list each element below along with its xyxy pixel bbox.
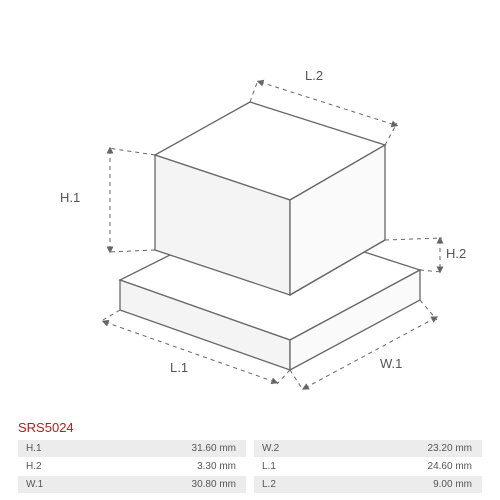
dim-label-h1: H.1: [60, 190, 80, 205]
spec-col-right: W.2 23.20 mm L.1 24.60 mm L.2 9.00 mm: [254, 440, 482, 494]
dim-h1-ext2: [108, 250, 155, 252]
spec-value: 23.20 mm: [302, 443, 482, 454]
diagram-area: L.2 H.1 H.2 W.1 L.1: [40, 20, 460, 400]
spec-row: L.2 9.00 mm: [254, 476, 482, 493]
spec-label: L.1: [254, 461, 302, 472]
spec-col-left: H.1 31.60 mm H.2 3.30 mm W.1 30.80 mm: [18, 440, 246, 494]
dim-l1-ext1: [103, 310, 120, 320]
spec-value: 31.60 mm: [66, 443, 246, 454]
dim-w1-ext2: [420, 300, 437, 320]
spec-label: W.2: [254, 443, 302, 454]
dim-l1-ext2: [277, 370, 290, 384]
dim-label-l1: L.1: [170, 360, 188, 375]
spec-value: 24.60 mm: [302, 461, 482, 472]
spec-value: 9.00 mm: [302, 479, 482, 490]
spec-row: W.2 23.20 mm: [254, 440, 482, 457]
spec-value: 30.80 mm: [66, 479, 246, 490]
spec-label: L.2: [254, 479, 302, 490]
dim-l2-ext1: [250, 80, 258, 102]
spec-row: H.1 31.60 mm: [18, 440, 246, 457]
spec-row: L.1 24.60 mm: [254, 458, 482, 475]
isometric-drawing: [40, 20, 460, 400]
spec-row: W.1 30.80 mm: [18, 476, 246, 493]
dim-label-w1: W.1: [380, 356, 402, 371]
part-code: SRS5024: [18, 420, 74, 435]
spec-row: H.2 3.30 mm: [18, 458, 246, 475]
spec-table: H.1 31.60 mm H.2 3.30 mm W.1 30.80 mm W.…: [18, 440, 482, 494]
dim-label-l2: L.2: [305, 68, 323, 83]
dim-h1-ext1: [108, 148, 155, 155]
spec-value: 3.30 mm: [66, 461, 246, 472]
dim-l2-ext2: [385, 123, 397, 145]
dim-h2-ext1: [385, 238, 442, 240]
dim-label-h2: H.2: [446, 246, 466, 261]
spec-label: H.2: [18, 461, 66, 472]
spec-label: W.1: [18, 479, 66, 490]
spec-label: H.1: [18, 443, 66, 454]
dim-w1-ext1: [290, 370, 303, 390]
dim-h2-ext2: [420, 270, 442, 272]
